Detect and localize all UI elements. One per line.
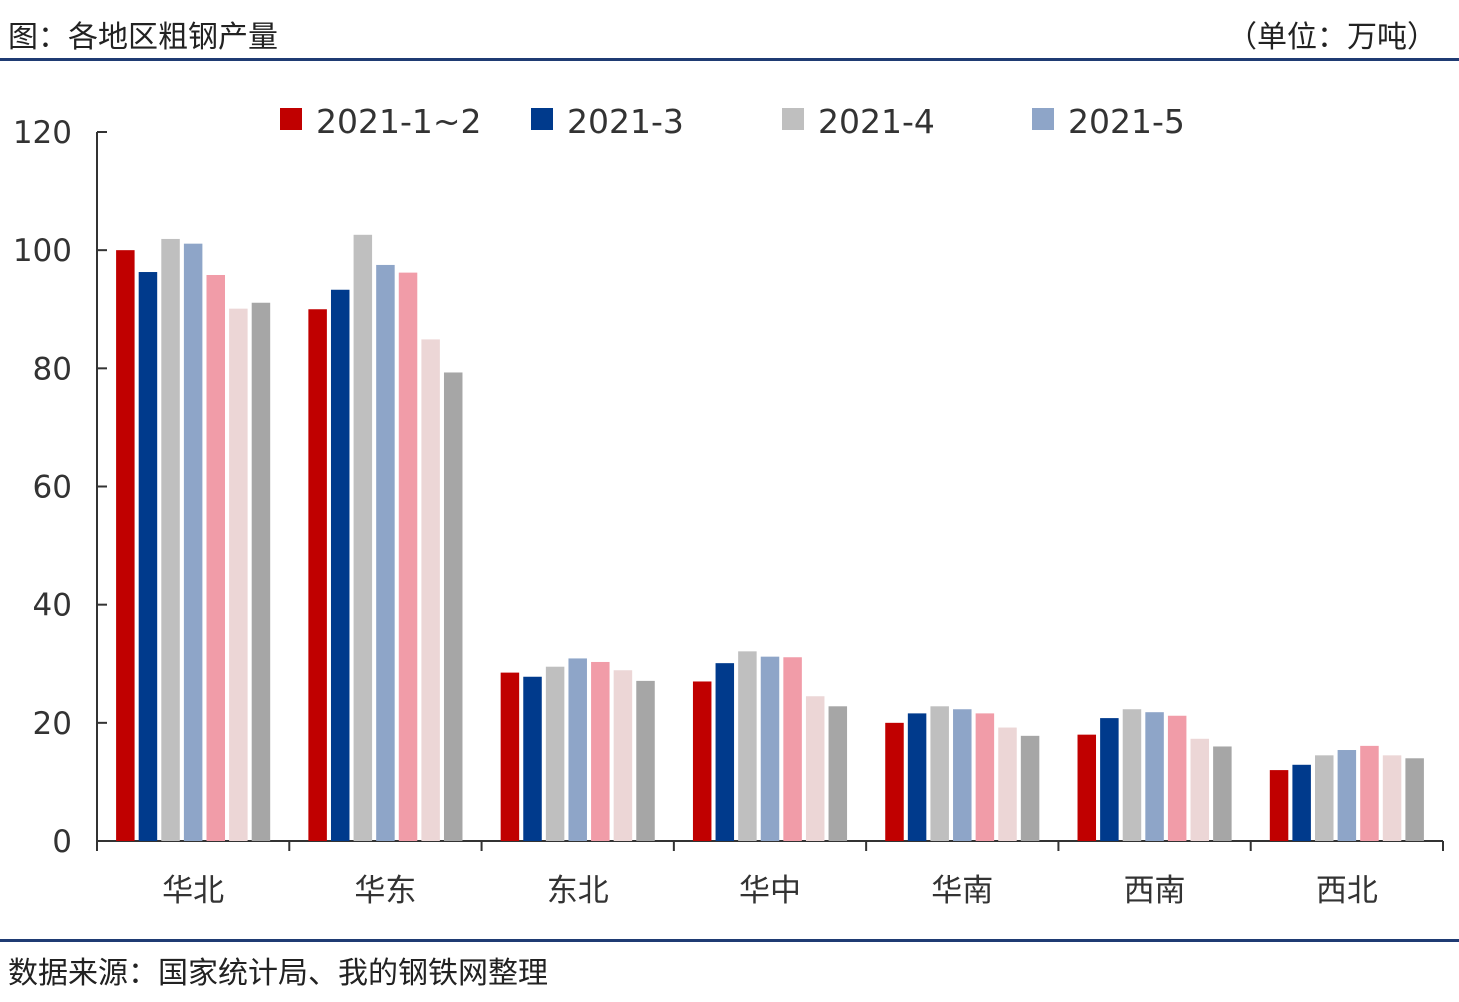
bar [443,372,463,841]
x-category-label: 西南 [1124,873,1186,909]
bar [568,658,587,841]
x-category-label: 西北 [1316,873,1378,909]
y-tick-label: 40 [33,588,72,624]
bar [421,339,440,841]
x-category-label: 华南 [931,873,993,909]
legend-label: 2021-5 [1068,102,1185,141]
bar [138,272,158,842]
x-category-label: 东北 [547,873,609,909]
bar [545,666,565,841]
bar [828,706,848,841]
footer-divider [0,939,1459,942]
bar [1405,758,1424,841]
bar [500,672,520,841]
chart-title: 图：各地区粗钢产量 [8,20,278,55]
bar [1269,770,1289,841]
bar [330,289,350,841]
bar [116,250,135,841]
bar [613,670,633,841]
bar [760,656,780,841]
legend-label: 2021-3 [567,102,684,141]
legend-swatch [1032,108,1054,130]
bar-chart: 0 20 40 60 80 100 120 华北 华东 东北 华中 华南 西南 西北 2021-1~2 202… [13,102,1444,909]
bar [1145,712,1164,841]
legend-swatch [782,108,804,130]
y-tick-label: 80 [33,351,72,387]
bar [1213,746,1232,841]
bar [930,706,949,841]
unit-label: （单位：万吨） [1227,20,1437,55]
bar [1315,755,1334,841]
bar [738,651,757,841]
y-tick-label: 0 [52,824,72,860]
bar [308,309,327,841]
bar [885,722,904,841]
bar [161,238,180,842]
bar [1077,734,1097,841]
bar [805,696,825,841]
bar [998,727,1017,841]
bar [1167,715,1187,841]
bar [1292,764,1311,841]
bar [1337,750,1357,841]
bar [975,713,995,841]
bar [1190,738,1210,841]
bar [1020,735,1040,841]
x-category-label: 华中 [739,873,801,909]
bar [229,308,248,841]
bar [353,234,373,841]
header-divider [0,58,1459,61]
bar [398,272,418,841]
bar [907,713,927,841]
y-tick-label: 20 [33,706,72,742]
bar [783,657,802,841]
bar [1100,718,1119,841]
legend-swatch [531,108,553,130]
y-tick-label: 60 [33,470,72,506]
bar [251,302,271,841]
bar [692,681,712,841]
bar [183,243,203,842]
bar [591,661,610,841]
y-tick-label: 100 [13,233,72,269]
bar [376,264,395,841]
x-category-label: 华北 [162,873,224,909]
legend-label: 2021-1~2 [316,102,482,141]
bar [1360,745,1379,841]
bar [715,663,735,841]
legend-label: 2021-4 [818,102,935,141]
y-tick-label: 120 [13,115,72,151]
bar [523,676,542,841]
data-source: 数据来源：国家统计局、我的钢铁网整理 [8,956,548,991]
bar [1122,709,1142,841]
legend-swatch [280,108,302,130]
bar [953,709,972,841]
bar [1382,755,1402,841]
bar [206,274,225,841]
bar [636,680,655,841]
x-category-label: 华东 [354,873,416,909]
